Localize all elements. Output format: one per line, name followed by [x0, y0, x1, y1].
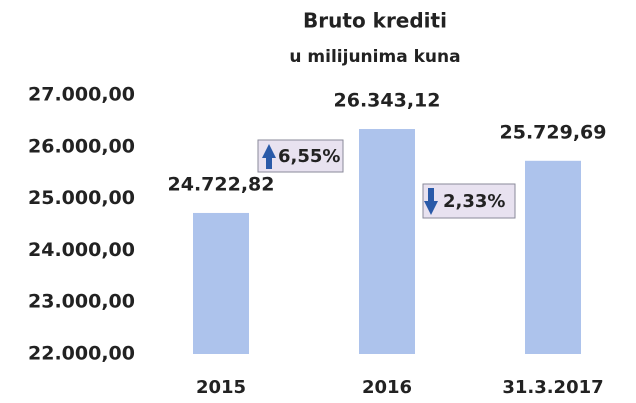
y-tick-label: 23.000,00: [28, 291, 135, 313]
annotation-down: 2,33%: [422, 183, 516, 219]
chart-subtitle: u milijunima kuna: [289, 47, 460, 67]
bar: [193, 212, 249, 354]
y-tick-label: 25.000,00: [28, 187, 135, 209]
bar: [359, 129, 415, 354]
annotation-text: 2,33%: [443, 191, 505, 212]
annotation-box: [422, 183, 516, 219]
x-tick-label: 31.3.2017: [502, 377, 603, 398]
y-tick-label: 27.000,00: [28, 84, 135, 106]
data-label: 26.343,12: [334, 90, 441, 112]
bar: [525, 160, 581, 354]
data-label: 25.729,69: [500, 121, 607, 143]
annotation-up: 6,55%: [257, 139, 344, 173]
data-label: 24.722,82: [168, 173, 275, 195]
x-tick-label: 2016: [362, 377, 412, 398]
y-tick-label: 24.000,00: [28, 239, 135, 261]
y-tick-label: 26.000,00: [28, 135, 135, 157]
annotation-text: 6,55%: [278, 146, 340, 167]
arrow-up: [262, 144, 276, 169]
arrow-down: [424, 188, 438, 215]
x-tick-label: 2015: [196, 377, 246, 398]
chart-title: Bruto krediti: [303, 9, 447, 33]
y-tick-label: 22.000,00: [28, 343, 135, 365]
